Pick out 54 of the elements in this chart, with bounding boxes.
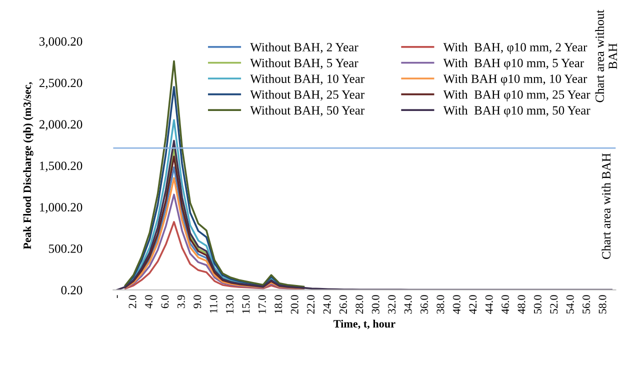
x-tick-label: 13.0	[226, 295, 234, 314]
x-tick-label: 56.0	[582, 295, 590, 314]
y-tick-label: 2,500.20	[39, 78, 82, 89]
y-axis-title: Peak Flood Discharge (qb) (m3/sec,	[23, 82, 34, 250]
legend-label: Without BAH, 25 Year	[250, 90, 364, 101]
legend-label: Without BAH, 50 Year	[250, 106, 364, 116]
y-tick-label: 1,000.20	[40, 203, 82, 214]
x-tick-label: 44.0	[485, 295, 493, 314]
x-tick-label: 54.0	[566, 295, 574, 314]
x-tick-label: 52.0	[550, 295, 558, 314]
x-tick-label: 46.0	[502, 295, 510, 314]
x-tick-label: 3.9	[177, 295, 185, 308]
legend-label: Without BAH, 2 Year	[250, 42, 358, 54]
x-tick-label: 50.0	[534, 295, 542, 314]
x-tick-label: 28.0	[356, 295, 364, 314]
legend-label: With BAH φ10 mm, 25 Year	[443, 90, 590, 102]
x-tick-label: 24.0	[323, 295, 331, 314]
x-tick-label: 26.0	[339, 295, 347, 314]
x-tick-label: 9.0	[194, 295, 202, 308]
annotation: Chart area with BAH	[602, 153, 611, 260]
x-tick-label: 58.0	[598, 295, 606, 314]
x-tick-label: 48.0	[518, 295, 526, 314]
x-tick-label: 30.0	[372, 295, 380, 314]
legend-label: Without BAH, 5 Year	[250, 58, 358, 70]
y-tick-label: 2,000.20	[39, 120, 82, 130]
legend-label: With BAH, φ10 mm, 2 Year	[443, 42, 588, 54]
x-tick-label: 15.0	[242, 295, 250, 314]
x-tick-label: 36.0	[420, 295, 428, 314]
legend-label: With BAH φ10 mm, 50 Year	[443, 106, 590, 118]
y-tick-label: 1,500.20	[40, 162, 82, 172]
x-tick-label: -	[116, 295, 118, 298]
legend-label: With BAH φ10 mm, 5 Year	[443, 58, 584, 70]
legend-label: With BAH φ10 mm, 10 Year	[443, 74, 588, 86]
x-tick-label: 22.0	[307, 295, 315, 314]
x-tick-label: 6.0	[161, 295, 169, 308]
line-series	[116, 140, 612, 290]
annotation: Chart area without BAH	[595, 10, 617, 102]
y-tick-label: 500.20	[49, 244, 82, 253]
x-axis-title: Time, t, hour	[334, 320, 396, 330]
y-tick-label: 3,000.20	[40, 37, 82, 48]
x-tick-label: 34.0	[404, 295, 412, 314]
line-series	[124, 156, 305, 289]
x-tick-label: 4.0	[144, 295, 153, 308]
x-tick-label: 11.0	[210, 295, 218, 313]
x-tick-label: 38.0	[436, 295, 444, 314]
x-tick-label: 17.0	[258, 295, 266, 314]
x-tick-label: 32.0	[388, 295, 396, 314]
x-tick-label: 18.0	[274, 295, 282, 314]
x-tick-label: 20.0	[290, 295, 298, 314]
x-tick-label: 2.0	[128, 295, 136, 308]
x-tick-label: 40.0	[452, 295, 460, 314]
legend-label: Without BAH, 10 Year	[250, 74, 364, 85]
y-tick-label: 0.20	[61, 286, 82, 294]
x-tick-label: 42.0	[469, 295, 477, 314]
